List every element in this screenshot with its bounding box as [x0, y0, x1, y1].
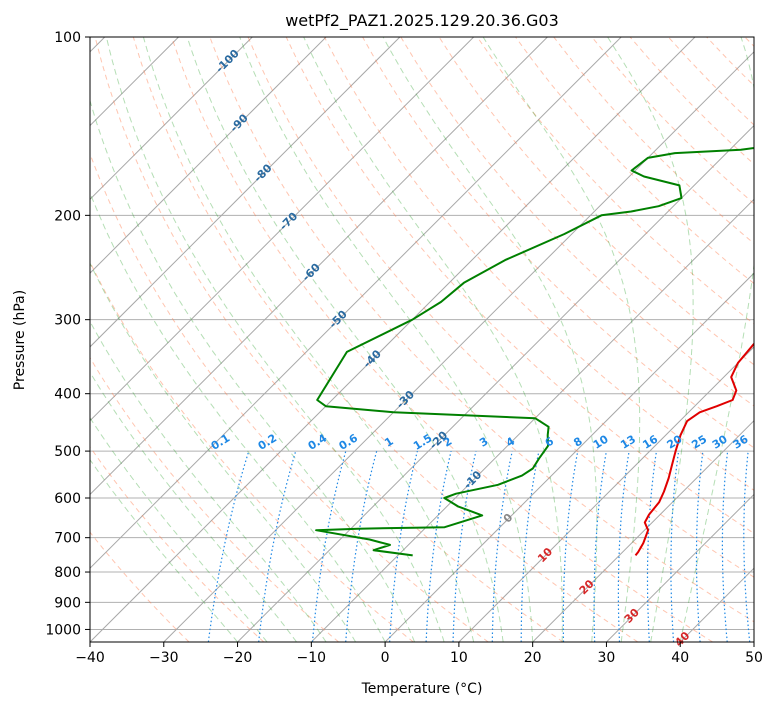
x-axis-label: Temperature (°C) — [361, 681, 483, 697]
x-tick-label: −30 — [149, 650, 179, 666]
y-tick-label: 300 — [54, 313, 81, 329]
chart-title: wetPf2_PAZ1.2025.129.20.36.G03 — [285, 11, 559, 31]
x-tick-label: 40 — [671, 650, 689, 666]
y-axis-label: Pressure (hPa) — [12, 290, 28, 390]
y-tick-label: 400 — [54, 387, 81, 403]
x-tick-label: 30 — [598, 650, 616, 666]
y-tick-label: 800 — [54, 565, 81, 581]
x-tick-label: −20 — [223, 650, 253, 666]
x-tick-label: −10 — [297, 650, 327, 666]
y-tick-label: 200 — [54, 208, 81, 224]
y-tick-label: 700 — [54, 531, 81, 547]
x-tick-label: −40 — [75, 650, 105, 666]
y-tick-label: 600 — [54, 491, 81, 507]
y-tick-label: 100 — [54, 30, 81, 46]
x-tick-label: 10 — [450, 650, 468, 666]
x-tick-label: 50 — [745, 650, 763, 666]
x-tick-label: 0 — [381, 650, 390, 666]
y-tick-label: 900 — [54, 595, 81, 611]
y-tick-label: 1000 — [45, 622, 81, 638]
x-tick-label: 20 — [524, 650, 542, 666]
y-tick-label: 500 — [54, 444, 81, 460]
